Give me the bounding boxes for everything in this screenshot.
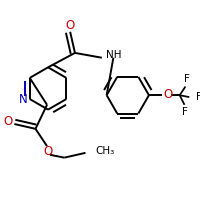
Text: NH: NH xyxy=(106,50,121,60)
Text: F: F xyxy=(182,107,187,117)
Text: F: F xyxy=(184,74,190,84)
Text: O: O xyxy=(164,88,173,101)
Text: CH₃: CH₃ xyxy=(95,146,114,156)
Text: O: O xyxy=(43,145,53,158)
Text: F: F xyxy=(196,92,200,102)
Text: O: O xyxy=(3,115,12,128)
Text: N: N xyxy=(19,93,27,106)
Text: O: O xyxy=(66,19,75,32)
